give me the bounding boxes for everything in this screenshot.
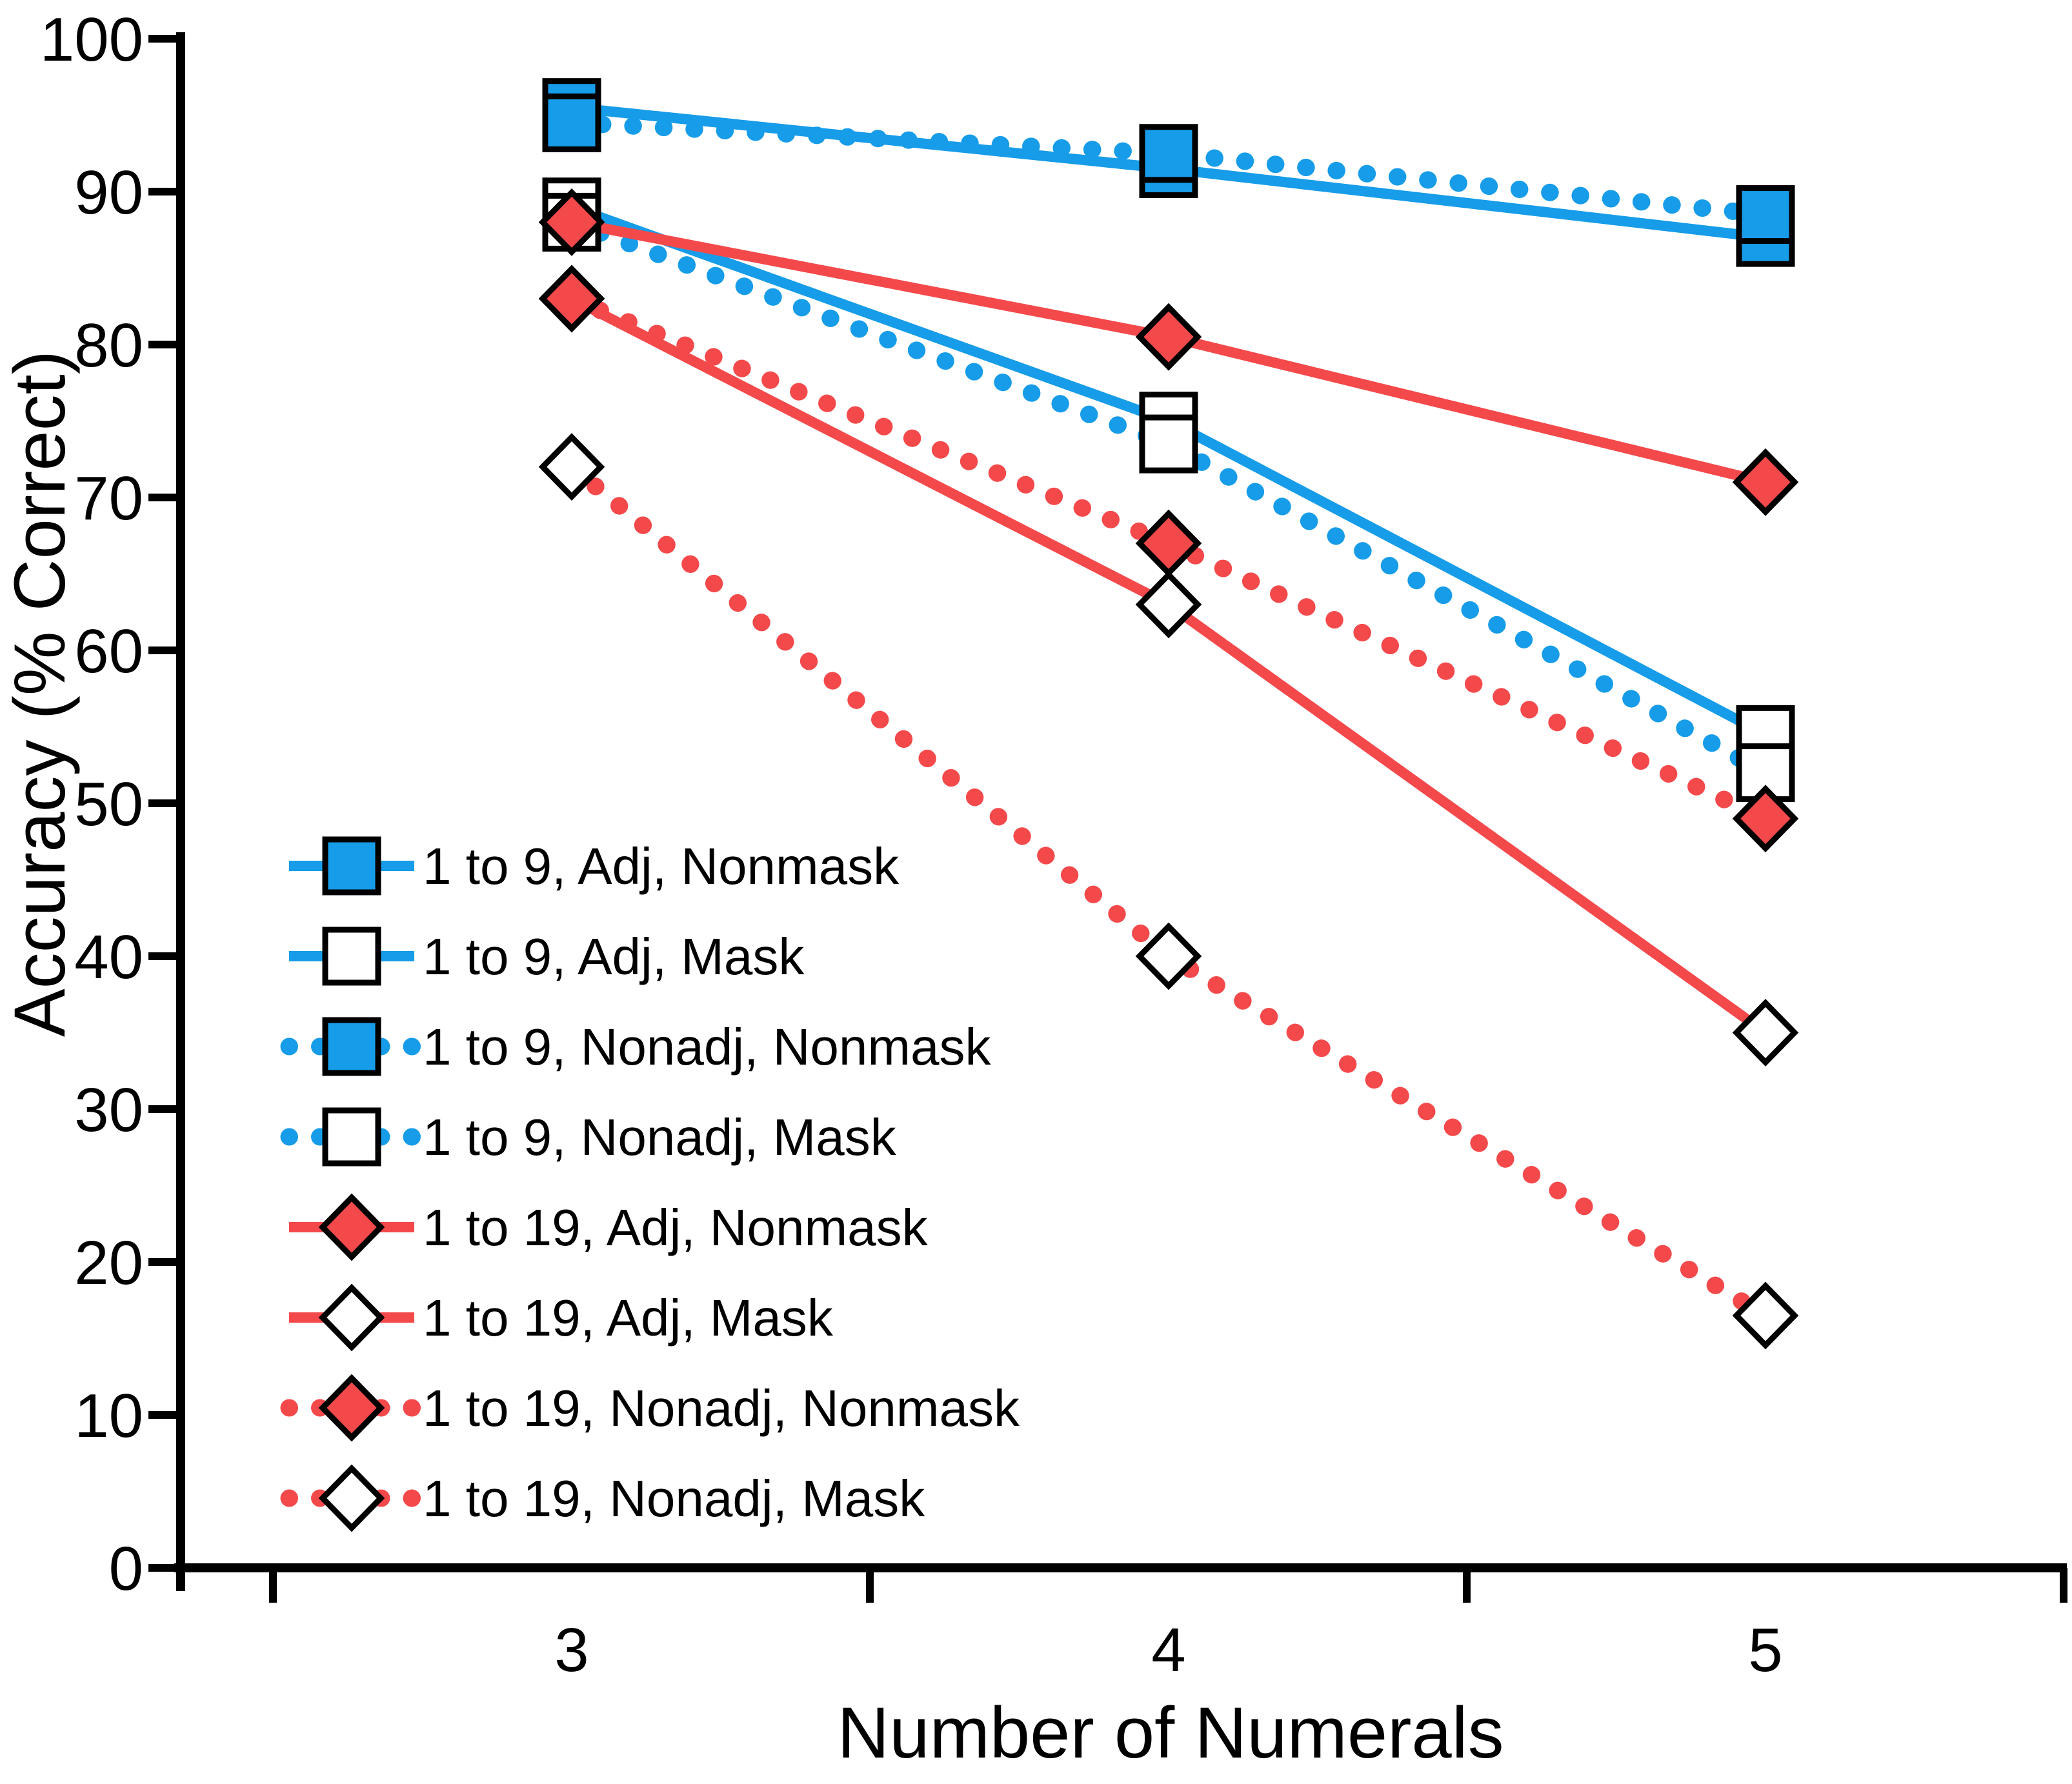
legend-label: 1 to 9, Nonadj, Nonmask (423, 1018, 991, 1076)
legend-item: 1 to 9, Adj, Mask (289, 927, 805, 986)
y-tick-label: 30 (74, 1076, 143, 1145)
data-marker (318, 1374, 385, 1442)
data-marker (1139, 414, 1198, 474)
y-tick-label: 100 (40, 5, 143, 74)
data-marker (322, 1107, 381, 1167)
axes: 0 10 20 30 40 50 60 70 80 90 100 3 4 5 (40, 5, 2067, 1685)
legend-label: 1 to 19, Adj, Nonmask (423, 1199, 929, 1256)
legend-item: 1 to 9, Adj, Nonmask (289, 836, 900, 896)
y-tick-label: 70 (74, 464, 143, 533)
y-tick-label: 80 (74, 311, 143, 380)
legend-item: 1 to 19, Adj, Nonmask (289, 1193, 929, 1261)
y-tick-label: 20 (74, 1228, 143, 1298)
data-marker (1139, 124, 1198, 183)
legend-label: 1 to 19, Adj, Mask (423, 1289, 834, 1347)
data-marker (1135, 922, 1202, 990)
y-axis-title: Accuracy (% Correct) (0, 350, 80, 1037)
x-axis-title: Number of Numerals (837, 1692, 1504, 1773)
data-marker (322, 1017, 381, 1076)
data-marker (318, 1464, 385, 1532)
legend-label: 1 to 9, Adj, Nonmask (423, 837, 900, 895)
data-marker (542, 93, 601, 152)
data-marker (318, 1193, 385, 1261)
legend-label: 1 to 19, Nonadj, Nonmask (423, 1379, 1020, 1437)
legend-item: 1 to 9, Nonadj, Nonmask (280, 1017, 991, 1076)
legend-label: 1 to 9, Nonadj, Mask (423, 1108, 897, 1166)
data-marker (538, 265, 605, 333)
x-tick-label: 5 (1748, 1616, 1782, 1685)
data-marker (322, 836, 381, 896)
y-tick-label: 60 (74, 617, 143, 686)
data-marker (1732, 448, 1799, 516)
data-marker (1732, 1281, 1799, 1350)
data-marker (322, 927, 381, 986)
data-marker (1135, 303, 1202, 371)
legend-item: 1 to 19, Nonadj, Nonmask (280, 1374, 1020, 1442)
legend: 1 to 9, Adj, Nonmask 1 to 9, Adj, Mask 1 t… (280, 836, 1020, 1532)
data-marker (538, 433, 605, 501)
y-tick-label: 10 (74, 1381, 143, 1450)
data-marker (1732, 785, 1799, 853)
legend-item: 1 to 19, Nonadj, Mask (280, 1464, 925, 1532)
y-tick-label: 90 (74, 158, 143, 227)
data-marker (1736, 185, 1795, 245)
y-tick-label: 50 (74, 770, 143, 839)
x-tick-label: 4 (1151, 1616, 1185, 1685)
x-tick-label: 3 (554, 1616, 588, 1685)
data-marker (1135, 570, 1202, 639)
y-tick-label: 40 (74, 923, 143, 992)
data-series (538, 78, 1799, 1350)
y-tick-label: 0 (109, 1534, 143, 1603)
data-marker (1732, 999, 1799, 1067)
legend-item: 1 to 19, Adj, Mask (289, 1283, 834, 1352)
data-marker (538, 188, 605, 256)
legend-label: 1 to 9, Adj, Mask (423, 928, 805, 985)
data-marker (1736, 743, 1795, 803)
legend-label: 1 to 19, Nonadj, Mask (423, 1470, 925, 1527)
legend-item: 1 to 9, Nonadj, Mask (280, 1107, 897, 1167)
data-marker (1135, 509, 1202, 577)
data-marker (318, 1283, 385, 1352)
